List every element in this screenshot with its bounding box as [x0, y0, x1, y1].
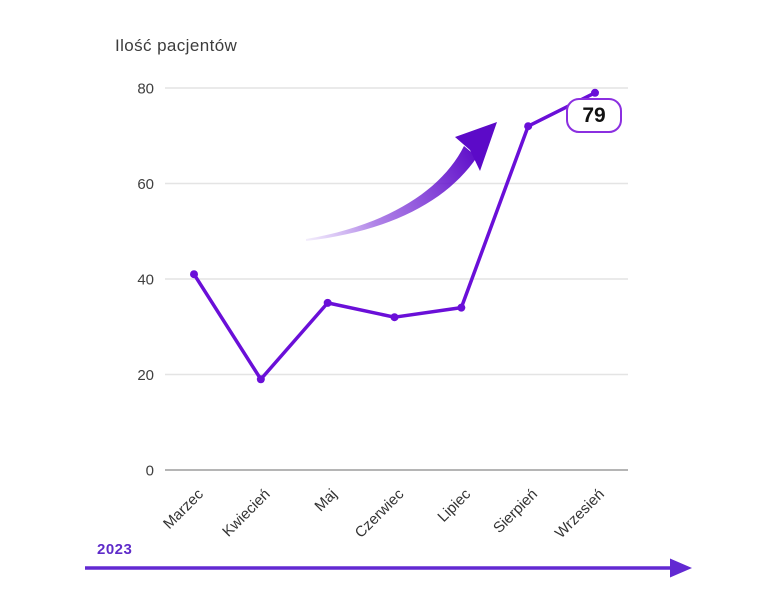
trend-arrow-icon	[306, 122, 497, 241]
year-label: 2023	[97, 541, 133, 558]
data-point-maj	[323, 298, 332, 307]
x-tick-label: Wrzesień	[552, 486, 608, 542]
timeline-arrow	[85, 558, 692, 578]
series-line	[192, 91, 597, 382]
x-tick-label: Maj	[311, 486, 340, 515]
x-tick-label: Marzec	[160, 485, 207, 532]
x-tick-label: Czerwiec	[352, 485, 408, 541]
callout-value: 79	[582, 103, 606, 127]
grid-layer: 0 20 40 60 80 Marzec Kwiecień Maj Czerwiec Lipiec…	[137, 81, 628, 542]
series-layer	[190, 88, 599, 384]
chart-title: Ilość pacjentów	[115, 36, 238, 55]
x-tick-label: Sierpień	[490, 486, 541, 537]
y-tick-label: 80	[137, 81, 154, 98]
data-point-sierpień	[524, 122, 533, 131]
y-tick-label: 40	[137, 272, 154, 289]
y-tick-label: 0	[146, 463, 154, 480]
data-point-czerwiec	[390, 313, 399, 322]
data-point-kwiecień	[256, 375, 265, 384]
data-point-wrzesień	[591, 88, 599, 97]
trend-arrow-shaft	[306, 146, 477, 241]
timeline-arrow-head	[670, 558, 692, 578]
data-point-lipiec	[457, 303, 466, 312]
y-tick-label: 60	[137, 176, 154, 193]
trend-arrow-head	[455, 122, 497, 171]
x-tick-label: Lipiec	[434, 485, 474, 525]
data-point-marzec	[190, 270, 198, 279]
value-callout: 79	[566, 98, 622, 133]
y-tick-label: 20	[137, 367, 154, 384]
x-tick-label: Kwiecień	[219, 486, 273, 540]
